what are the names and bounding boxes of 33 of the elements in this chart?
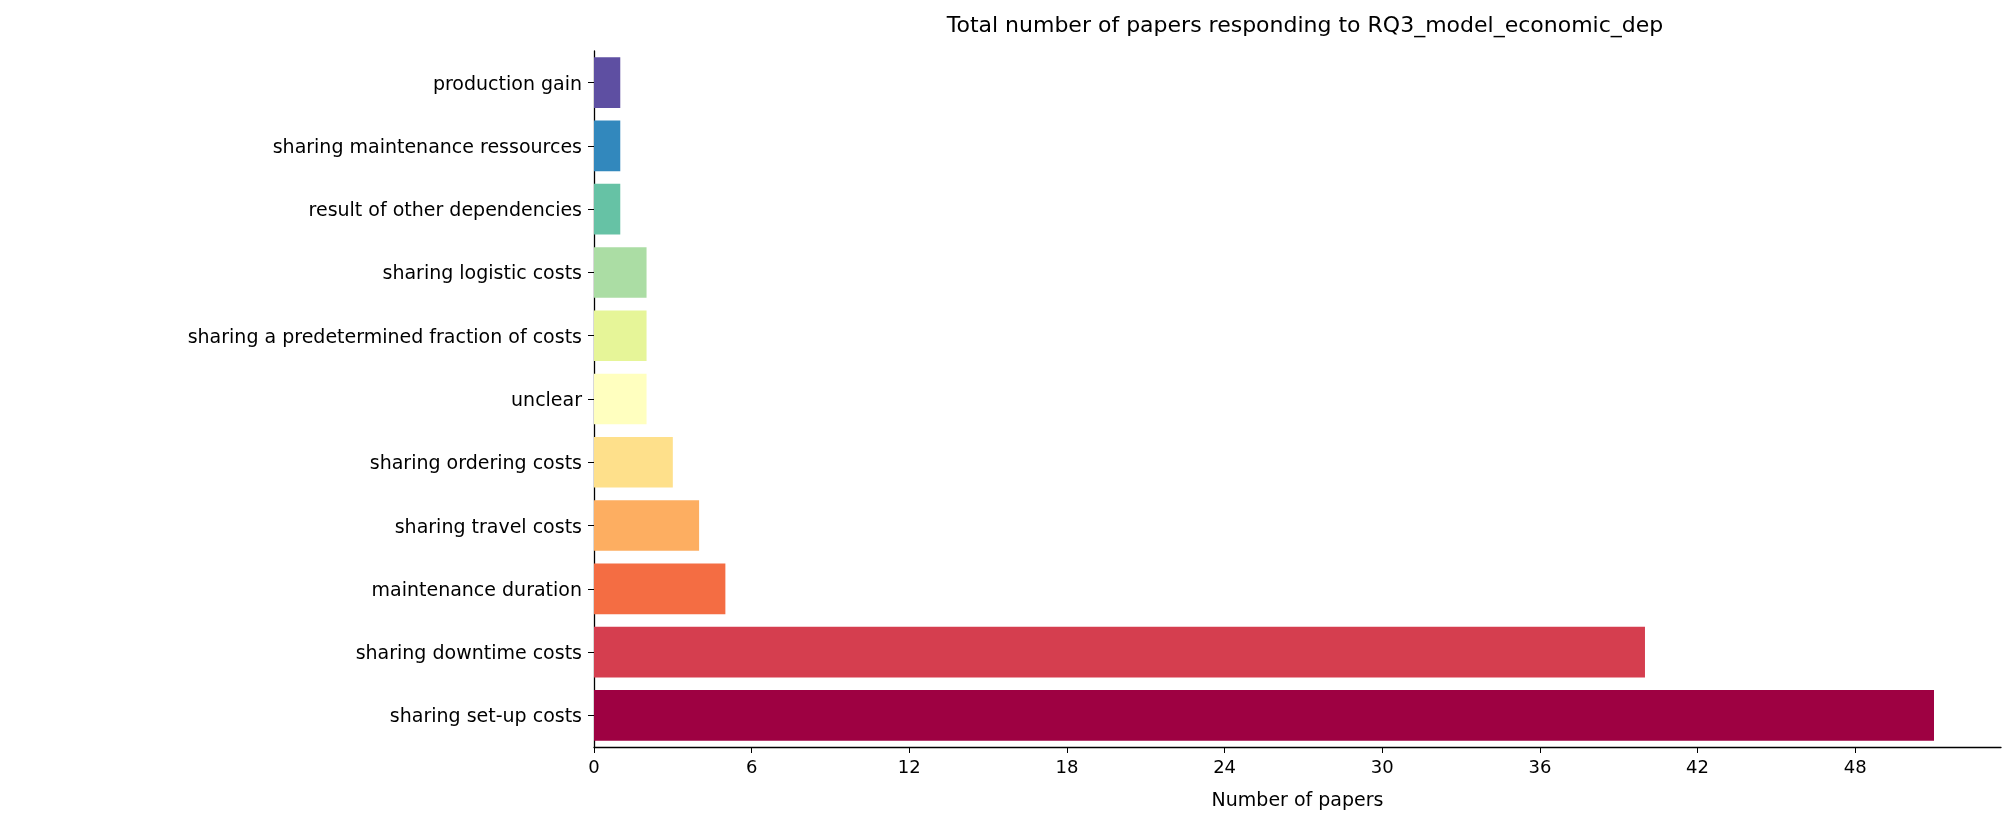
bar bbox=[594, 120, 621, 172]
x-tick-label: 36 bbox=[1528, 755, 1552, 777]
x-tick-label: 48 bbox=[1843, 755, 1867, 777]
bar bbox=[594, 500, 700, 551]
y-tick-label: maintenance duration bbox=[371, 577, 582, 600]
x-tick-label: 18 bbox=[1055, 755, 1079, 777]
bar bbox=[594, 247, 647, 298]
y-tick-label: sharing logistic costs bbox=[382, 261, 582, 284]
y-tick-label: production gain bbox=[432, 71, 582, 94]
bar bbox=[594, 183, 621, 235]
x-tick-label: 12 bbox=[897, 755, 921, 777]
x-tick-label: 6 bbox=[745, 755, 758, 777]
y-tick-label: sharing ordering costs bbox=[369, 451, 582, 474]
bar bbox=[594, 436, 673, 488]
y-tick-label: sharing maintenance ressources bbox=[272, 134, 582, 157]
bar bbox=[594, 373, 647, 425]
y-tick-label: result of other dependencies bbox=[308, 198, 582, 221]
x-tick-label: 24 bbox=[1213, 755, 1237, 777]
y-tick-label: sharing a predetermined fraction of costs bbox=[187, 324, 582, 347]
x-tick-label: 0 bbox=[588, 755, 600, 777]
bar bbox=[594, 690, 1934, 741]
bar bbox=[594, 563, 726, 615]
x-tick-label: 42 bbox=[1686, 755, 1709, 777]
x-axis-title: Number of papers bbox=[1211, 787, 1384, 810]
chart-title: Total number of papers responding to RQ3_model_economic_dep bbox=[945, 11, 1664, 38]
x-tick-label: 30 bbox=[1370, 755, 1394, 777]
y-tick-label: sharing travel costs bbox=[394, 514, 582, 537]
y-tick-label: sharing set-up costs bbox=[389, 704, 582, 727]
y-tick-label: sharing downtime costs bbox=[355, 641, 582, 664]
bar bbox=[594, 310, 647, 362]
bar bbox=[594, 57, 621, 108]
bar bbox=[594, 626, 1645, 678]
y-tick-label: unclear bbox=[511, 388, 583, 410]
